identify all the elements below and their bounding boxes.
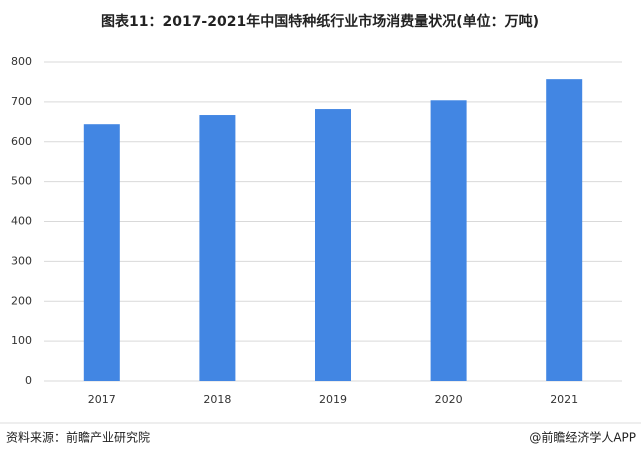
x-tick-label: 2018 [203, 393, 231, 406]
y-tick-label: 100 [11, 334, 32, 347]
source: 资料来源：前瞻产业研究院 [6, 430, 150, 445]
x-tick-label: 2021 [550, 393, 578, 406]
x-tick-label: 2017 [88, 393, 116, 406]
bar [546, 79, 583, 382]
chart-title: 图表11：2017-2021年中国特种纸行业市场消费量状况(单位：万吨) [101, 13, 539, 30]
y-tick-label: 400 [11, 215, 32, 228]
y-tick-label: 200 [11, 294, 32, 307]
x-tick-label: 2020 [435, 393, 463, 406]
y-tick-label: 0 [25, 374, 32, 387]
y-tick-label: 300 [11, 254, 32, 267]
y-tick-label: 700 [11, 95, 32, 108]
bar [430, 100, 467, 381]
bar [83, 124, 120, 381]
y-tick-label: 500 [11, 175, 32, 188]
bar [199, 115, 236, 381]
x-tick-label: 2019 [319, 393, 347, 406]
y-tick-label: 600 [11, 135, 32, 148]
y-tick-label: 800 [11, 55, 32, 68]
bar [315, 109, 351, 382]
brand: @前瞻经济学人APP [529, 430, 636, 445]
